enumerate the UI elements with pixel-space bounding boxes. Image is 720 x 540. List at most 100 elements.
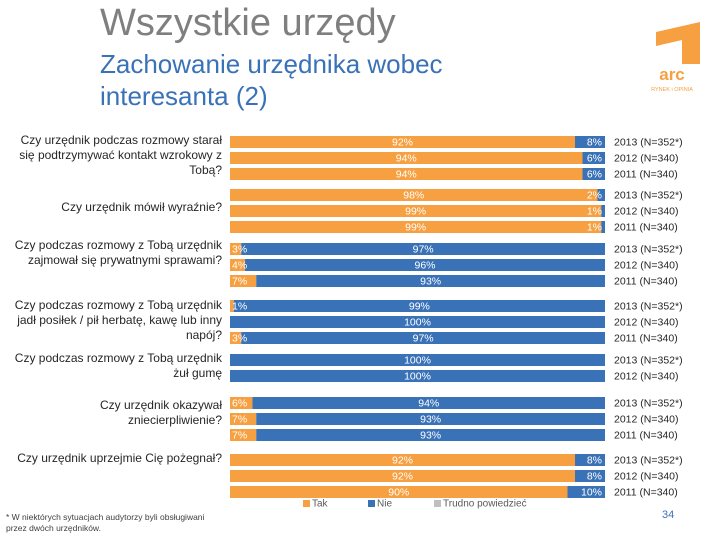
row-year-label: 2012 (N=340) — [614, 205, 679, 217]
data-label-nie: 2% — [587, 189, 602, 201]
bar-tak — [230, 205, 602, 217]
data-label-tak: 7% — [232, 275, 247, 287]
data-label-nie: 6% — [587, 168, 602, 180]
data-label-tak: 92% — [392, 136, 413, 148]
bar-nie — [230, 316, 605, 328]
row-year-label: 2013 (N=352*) — [614, 397, 683, 409]
question-label: Czy podczas rozmowy z Tobą urzędnik żuł … — [14, 351, 222, 380]
data-label-tak: 1% — [232, 300, 247, 312]
bar-nie — [245, 259, 605, 271]
data-label-nie: 100% — [404, 316, 431, 328]
data-label-nie: 96% — [414, 259, 435, 271]
data-label-tak: 3% — [232, 332, 247, 344]
bar-tak — [230, 397, 253, 409]
bar-tak — [230, 332, 242, 344]
page-subtitle: Zachowanie urzędnika wobec interesanta (… — [100, 49, 443, 111]
bar-nie — [233, 300, 605, 312]
question-label: Czy urzędnik podczas rozmowy starał się … — [19, 132, 222, 177]
svg-text:RYNEK i OPINIA: RYNEK i OPINIA — [651, 87, 693, 93]
bar-nie — [575, 454, 605, 466]
legend-label: Tak — [312, 499, 329, 510]
bar-nie — [230, 370, 605, 382]
bar-tak — [230, 454, 575, 466]
data-label-nie: 93% — [420, 275, 441, 287]
data-label-nie: 8% — [587, 454, 602, 466]
data-label-nie: 93% — [420, 429, 441, 441]
question-label: Czy podczas rozmowy z Tobą urzędnik zajm… — [14, 237, 222, 267]
data-label-tak: 6% — [232, 397, 247, 409]
bar-tak — [230, 259, 245, 271]
data-label-tak: 92% — [392, 454, 413, 466]
data-label-nie: 6% — [587, 152, 602, 164]
arc-logo: arc RYNEK i OPINIA — [640, 22, 704, 93]
row-year-label: 2012 (N=340) — [614, 370, 679, 382]
bar-nie — [597, 189, 605, 201]
bar-tak — [230, 152, 583, 164]
bar-tak — [230, 300, 234, 312]
data-label-nie: 8% — [587, 470, 602, 482]
data-label-tak: 98% — [403, 189, 424, 201]
data-label-tak: 94% — [396, 152, 417, 164]
data-label-tak: 4% — [232, 259, 247, 271]
bar-tak — [230, 189, 598, 201]
data-label-tak: 99% — [405, 205, 426, 217]
row-year-label: 2012 (N=340) — [614, 152, 679, 164]
row-year-label: 2013 (N=352*) — [614, 136, 683, 148]
data-label-tak: 7% — [232, 429, 247, 441]
row-year-label: 2012 (N=340) — [614, 259, 679, 271]
data-label-nie: 100% — [404, 370, 431, 382]
row-year-label: 2012 (N=340) — [614, 470, 679, 482]
bar-nie — [582, 168, 605, 180]
bar-tak — [230, 470, 575, 482]
bar-nie — [582, 152, 605, 164]
data-label-nie: 1% — [587, 205, 602, 217]
bar-tak — [230, 243, 242, 255]
bar-tak — [230, 413, 257, 425]
row-year-label: 2013 (N=352*) — [614, 454, 683, 466]
bar-tak — [230, 168, 583, 180]
row-year-label: 2012 (N=340) — [614, 413, 679, 425]
row-year-label: 2011 (N=340) — [614, 429, 678, 441]
bar-nie — [575, 470, 605, 482]
bar-nie — [567, 486, 605, 498]
row-year-label: 2011 (N=340) — [614, 221, 678, 233]
question-label: Czy podczas rozmowy z Tobą urzędnik jadł… — [14, 297, 222, 342]
legend-swatch — [434, 500, 441, 507]
bar-tak — [230, 275, 257, 287]
bar-nie — [256, 413, 605, 425]
data-label-tak: 92% — [392, 470, 413, 482]
bar-nie — [601, 205, 605, 217]
question-label: Czy urzędnik okazywał zniecierpliwienie? — [99, 398, 222, 427]
legend-label: Trudno powiedzieć — [443, 499, 527, 510]
row-year-label: 2013 (N=352*) — [614, 354, 683, 366]
bar-nie — [241, 243, 605, 255]
row-year-label: 2011 (N=340) — [614, 168, 678, 180]
question-label: Czy urzędnik mówił wyraźnie? — [61, 199, 222, 214]
row-year-label: 2013 (N=352*) — [614, 189, 683, 201]
bar-nie — [241, 332, 605, 344]
data-label-tak: 7% — [232, 413, 247, 425]
bar-tak — [230, 221, 602, 233]
bar-nie — [252, 397, 605, 409]
row-year-label: 2011 (N=340) — [614, 275, 678, 287]
row-year-label: 2012 (N=340) — [614, 316, 679, 328]
data-label-nie: 1% — [587, 221, 602, 233]
row-year-label: 2013 (N=352*) — [614, 243, 683, 255]
row-year-label: 2013 (N=352*) — [614, 300, 683, 312]
data-label-nie: 99% — [409, 300, 430, 312]
data-label-nie: 97% — [413, 332, 434, 344]
legend-swatch — [368, 500, 375, 507]
legend-label: Nie — [377, 499, 392, 510]
bar-nie — [256, 429, 605, 441]
data-label-nie: 97% — [413, 243, 434, 255]
row-year-label: 2011 (N=340) — [614, 486, 678, 498]
bar-tak — [230, 486, 568, 498]
data-label-tak: 99% — [405, 221, 426, 233]
data-label-nie: 8% — [587, 136, 602, 148]
question-label: Czy urzędnik uprzejmie Cię pożegnał? — [17, 451, 222, 465]
page-title: Wszystkie urzędy — [100, 2, 396, 44]
data-label-nie: 94% — [418, 397, 439, 409]
bar-nie — [256, 275, 605, 287]
row-year-label: 2011 (N=340) — [614, 332, 678, 344]
data-label-nie: 93% — [420, 413, 441, 425]
